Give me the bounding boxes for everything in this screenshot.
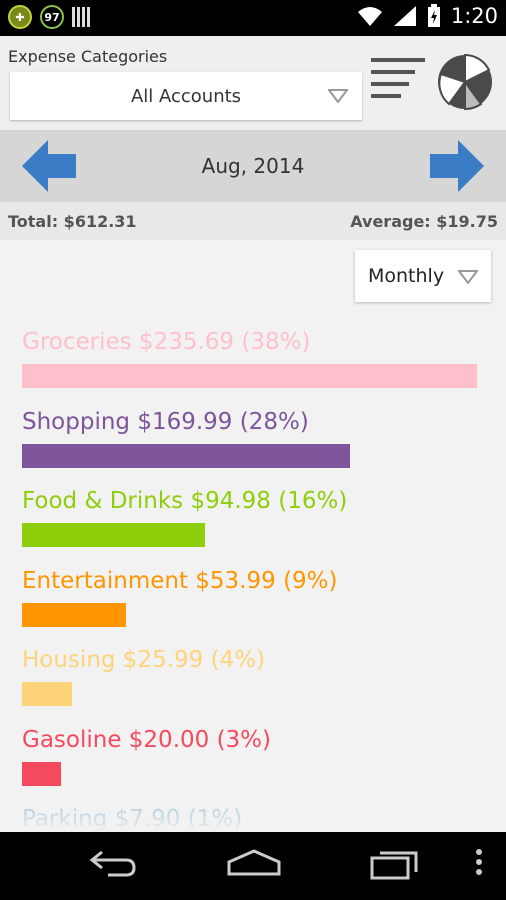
- month-navigation: Aug, 2014: [0, 130, 506, 202]
- account-dropdown[interactable]: All Accounts: [10, 72, 362, 120]
- period-dropdown-value: Monthly: [368, 265, 445, 287]
- category-label: Groceries $235.69 (38%): [22, 329, 311, 355]
- home-icon[interactable]: [226, 848, 282, 878]
- average-amount: Average: $19.75: [350, 212, 498, 231]
- status-bar: ✚ 97 1:20: [0, 0, 506, 36]
- category-label: Food & Drinks $94.98 (16%): [22, 488, 348, 514]
- category-bar: [22, 761, 61, 786]
- scroll-fade: [0, 798, 506, 832]
- status-notifications: ✚ 97: [8, 5, 90, 29]
- category-bar: [22, 364, 477, 388]
- caret-down-icon: [328, 89, 348, 103]
- category-item[interactable]: Food & Drinks $94.98 (16%): [22, 487, 482, 547]
- header: Expense Categories All Accounts: [0, 36, 506, 130]
- category-item[interactable]: Entertainment $53.99 (9%): [22, 567, 482, 627]
- barcode-icon: [72, 7, 90, 27]
- back-icon[interactable]: [88, 848, 138, 878]
- page-title: Expense Categories: [8, 47, 168, 66]
- clock: 1:20: [450, 4, 498, 28]
- current-month: Aug, 2014: [201, 154, 305, 178]
- app-notification-icon: ✚: [8, 5, 32, 29]
- category-bar: [22, 443, 350, 468]
- overflow-menu-icon[interactable]: [474, 848, 484, 878]
- period-dropdown[interactable]: Monthly: [355, 250, 491, 302]
- category-bar: [22, 523, 205, 547]
- category-item[interactable]: Housing $25.99 (4%): [22, 646, 482, 706]
- total-amount: Total: $612.31: [8, 212, 137, 231]
- list-view-icon[interactable]: [371, 58, 425, 106]
- previous-month-arrow-icon[interactable]: [20, 138, 78, 194]
- category-item[interactable]: Groceries $235.69 (38%): [22, 328, 482, 388]
- status-indicators: 1:20: [357, 4, 498, 28]
- category-chart-area: Groceries $235.69 (38%) Shopping $169.99 …: [0, 240, 506, 832]
- category-bar: [22, 602, 126, 627]
- category-label: Entertainment $53.99 (9%): [22, 567, 338, 594]
- category-label: Shopping $169.99 (28%): [22, 408, 309, 435]
- caret-down-icon: [458, 270, 478, 284]
- notification-count-badge: 97: [40, 5, 64, 29]
- category-item[interactable]: Shopping $169.99 (28%): [22, 408, 482, 468]
- category-label: Gasoline $20.00 (3%): [22, 726, 272, 753]
- wifi-icon: [357, 7, 382, 26]
- category-label: Housing $25.99 (4%): [22, 647, 266, 673]
- system-navigation-bar: [0, 832, 506, 900]
- battery-icon: [427, 4, 440, 27]
- recent-apps-icon[interactable]: [370, 848, 422, 880]
- category-bar: [22, 682, 72, 706]
- category-bar-list: Groceries $235.69 (38%) Shopping $169.99 …: [0, 240, 506, 832]
- category-item[interactable]: Gasoline $20.00 (3%): [22, 726, 482, 786]
- pie-chart-icon[interactable]: [437, 54, 493, 110]
- signal-icon: [393, 6, 416, 26]
- totals-row: Total: $612.31 Average: $19.75: [0, 202, 506, 240]
- account-dropdown-value: All Accounts: [130, 85, 242, 107]
- next-month-arrow-icon[interactable]: [428, 138, 486, 194]
